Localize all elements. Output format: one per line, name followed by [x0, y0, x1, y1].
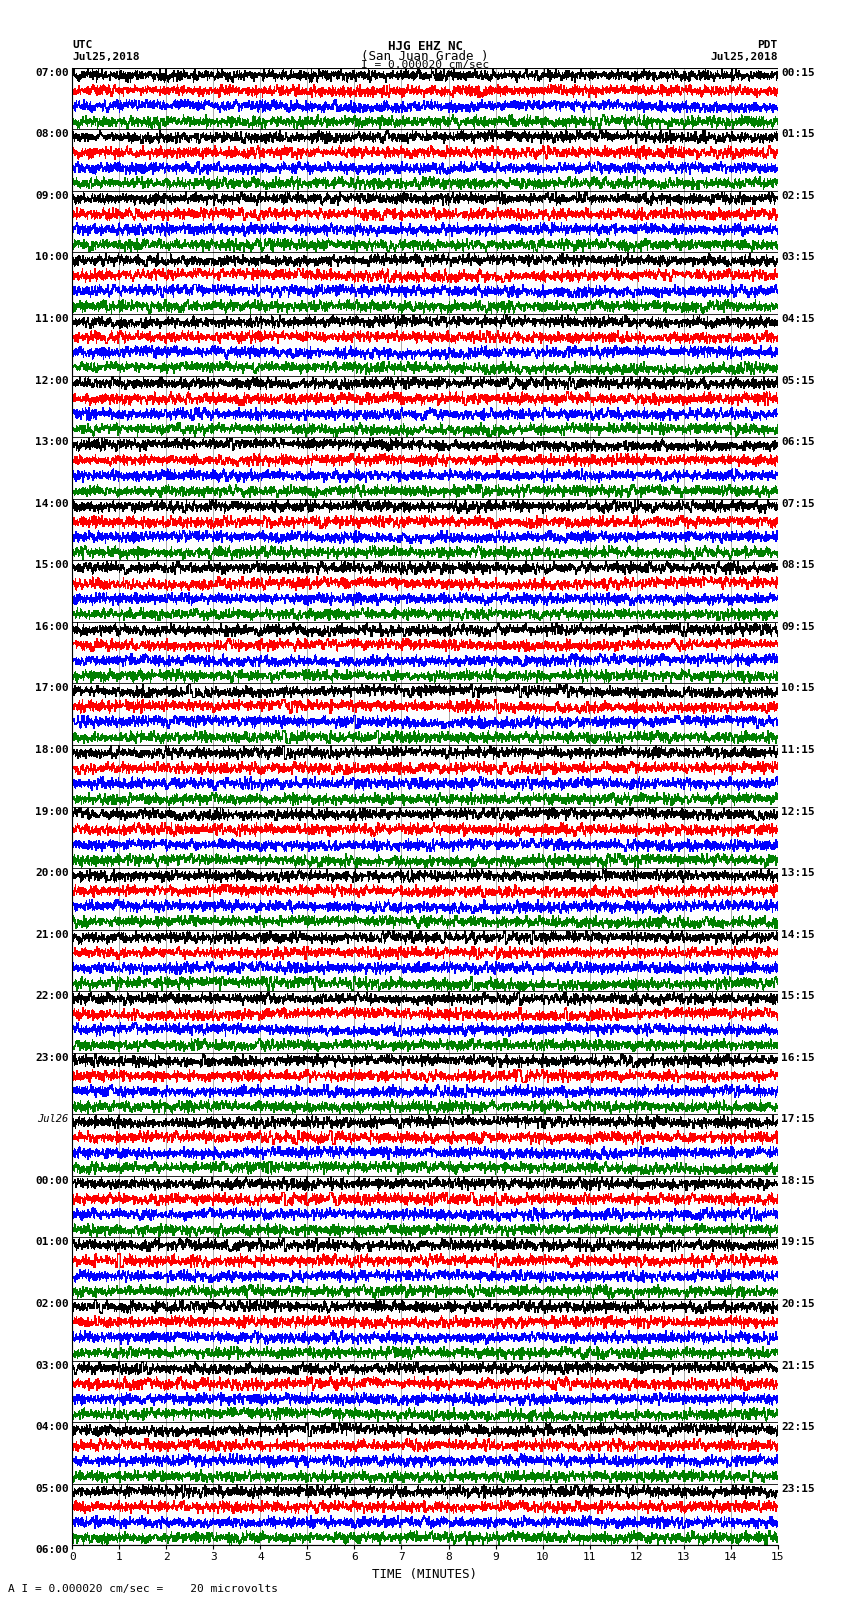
Text: 20:15: 20:15 — [781, 1298, 815, 1310]
Text: 18:15: 18:15 — [781, 1176, 815, 1186]
Text: 13:00: 13:00 — [35, 437, 69, 447]
Text: 19:15: 19:15 — [781, 1237, 815, 1247]
Text: 17:15: 17:15 — [781, 1115, 815, 1124]
Text: 23:15: 23:15 — [781, 1484, 815, 1494]
Text: 06:15: 06:15 — [781, 437, 815, 447]
Text: 16:00: 16:00 — [35, 623, 69, 632]
Text: 09:00: 09:00 — [35, 190, 69, 202]
Text: 13:15: 13:15 — [781, 868, 815, 877]
Text: I = 0.000020 cm/sec: I = 0.000020 cm/sec — [361, 60, 489, 69]
Text: 14:00: 14:00 — [35, 498, 69, 508]
Text: 08:15: 08:15 — [781, 560, 815, 571]
Text: 05:00: 05:00 — [35, 1484, 69, 1494]
Text: 06:00: 06:00 — [35, 1545, 69, 1555]
Text: 01:15: 01:15 — [781, 129, 815, 139]
Text: 12:00: 12:00 — [35, 376, 69, 386]
Text: 15:15: 15:15 — [781, 990, 815, 1002]
Text: 04:00: 04:00 — [35, 1423, 69, 1432]
Text: 23:00: 23:00 — [35, 1053, 69, 1063]
Text: 19:00: 19:00 — [35, 806, 69, 816]
Text: A I = 0.000020 cm/sec =    20 microvolts: A I = 0.000020 cm/sec = 20 microvolts — [8, 1584, 279, 1594]
Text: 05:15: 05:15 — [781, 376, 815, 386]
Text: 11:15: 11:15 — [781, 745, 815, 755]
Text: 15:00: 15:00 — [35, 560, 69, 571]
X-axis label: TIME (MINUTES): TIME (MINUTES) — [372, 1568, 478, 1581]
Text: 07:15: 07:15 — [781, 498, 815, 508]
Text: PDT: PDT — [757, 40, 778, 50]
Text: 10:15: 10:15 — [781, 684, 815, 694]
Text: Jul25,2018: Jul25,2018 — [72, 52, 139, 61]
Text: UTC: UTC — [72, 40, 93, 50]
Text: 21:15: 21:15 — [781, 1361, 815, 1371]
Text: 04:15: 04:15 — [781, 315, 815, 324]
Text: 00:00: 00:00 — [35, 1176, 69, 1186]
Text: 22:15: 22:15 — [781, 1423, 815, 1432]
Text: 01:00: 01:00 — [35, 1237, 69, 1247]
Text: 03:00: 03:00 — [35, 1361, 69, 1371]
Text: 21:00: 21:00 — [35, 929, 69, 940]
Text: Jul25,2018: Jul25,2018 — [711, 52, 778, 61]
Text: 00:15: 00:15 — [781, 68, 815, 77]
Text: 02:15: 02:15 — [781, 190, 815, 202]
Text: (San Juan Grade ): (San Juan Grade ) — [361, 50, 489, 63]
Text: 18:00: 18:00 — [35, 745, 69, 755]
Text: 08:00: 08:00 — [35, 129, 69, 139]
Text: 17:00: 17:00 — [35, 684, 69, 694]
Text: 10:00: 10:00 — [35, 253, 69, 263]
Text: 16:15: 16:15 — [781, 1053, 815, 1063]
Text: HJG EHZ NC: HJG EHZ NC — [388, 40, 462, 53]
Text: 03:15: 03:15 — [781, 253, 815, 263]
Text: 09:15: 09:15 — [781, 623, 815, 632]
Text: Jul26: Jul26 — [37, 1115, 69, 1124]
Text: 14:15: 14:15 — [781, 929, 815, 940]
Text: 02:00: 02:00 — [35, 1298, 69, 1310]
Text: 11:00: 11:00 — [35, 315, 69, 324]
Text: 20:00: 20:00 — [35, 868, 69, 877]
Text: 07:00: 07:00 — [35, 68, 69, 77]
Text: 12:15: 12:15 — [781, 806, 815, 816]
Text: 22:00: 22:00 — [35, 990, 69, 1002]
